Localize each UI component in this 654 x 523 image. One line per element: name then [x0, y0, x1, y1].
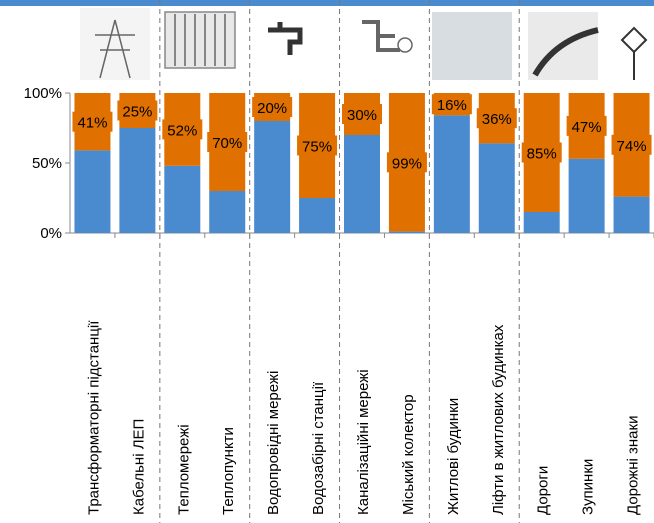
x-tick-label: Дороги [535, 466, 552, 515]
data-label: 70% [212, 135, 242, 152]
data-label: 30% [347, 107, 377, 124]
x-tick-label: Зупинки [580, 459, 597, 515]
bar-segment [299, 198, 336, 233]
header-band [0, 0, 654, 6]
bar-segment [344, 135, 380, 233]
data-label-bg [162, 119, 203, 140]
icon [620, 26, 648, 80]
data-label: 52% [167, 122, 197, 139]
data-label: 20% [257, 100, 287, 117]
icon [397, 37, 413, 53]
x-tick-label: Кабельні ЛЕП [130, 419, 147, 515]
data-label-bg [252, 97, 293, 117]
y-tick-label: 0% [40, 225, 62, 242]
data-label-bg [72, 111, 113, 132]
icons [80, 8, 648, 80]
x-tick-label: Водозабірні станції [310, 381, 327, 515]
bar-segment [164, 165, 201, 233]
x-tick-label: Житлові будинки [445, 398, 462, 515]
x-tick-label: Теплопункти [220, 427, 237, 515]
icon [164, 11, 236, 69]
bar-segment [478, 143, 515, 233]
data-label-bg [566, 115, 607, 136]
bar-segment [568, 158, 605, 233]
data-label-bg [342, 104, 382, 124]
bar-segment [254, 121, 291, 233]
bar-segment [613, 196, 650, 233]
data-label-bg [207, 132, 248, 152]
icon [80, 8, 150, 80]
data-label: 85% [527, 146, 557, 163]
icon [432, 12, 512, 80]
y-tick-label: 100% [24, 85, 62, 102]
data-label: 16% [437, 97, 467, 114]
data-label-bg [521, 142, 562, 163]
data-label: 36% [482, 111, 512, 128]
x-tick-label: Міський колектор [400, 394, 417, 515]
x-tick-label: Водопровідні мережі [265, 371, 282, 515]
data-label-bg [297, 135, 338, 156]
bar-segment [209, 191, 246, 233]
data-label-bg [386, 152, 427, 173]
data-label: 75% [302, 139, 332, 156]
data-label: 41% [77, 115, 107, 132]
data-label: 99% [392, 155, 422, 172]
bar-segment [433, 115, 470, 233]
x-tick-label: Трансформаторні підстанції [85, 320, 102, 515]
icon [362, 20, 400, 52]
data-label-bg [611, 134, 652, 155]
data-label-bg [431, 94, 472, 115]
x-tick-label: Ліфти в житлових будинках [490, 324, 507, 515]
icon [532, 27, 599, 77]
x-tick-label: Каналізаційні мережі [355, 369, 372, 515]
x-tick-label: Тепломережі [175, 424, 192, 515]
bar-segment [523, 212, 560, 233]
data-label: 74% [617, 138, 647, 155]
y-tick-label: 50% [32, 155, 62, 172]
x-tick-label: Дорожні знаки [625, 416, 642, 515]
bar-segment [119, 128, 156, 233]
icon [268, 22, 303, 55]
bar-segment [74, 150, 111, 233]
bar-segment [388, 231, 425, 233]
icon [174, 14, 226, 66]
data-label-bg [476, 108, 517, 129]
data-label: 47% [572, 119, 602, 136]
data-label: 25% [122, 104, 152, 121]
icon [95, 19, 135, 79]
data-label-bg [117, 100, 158, 121]
